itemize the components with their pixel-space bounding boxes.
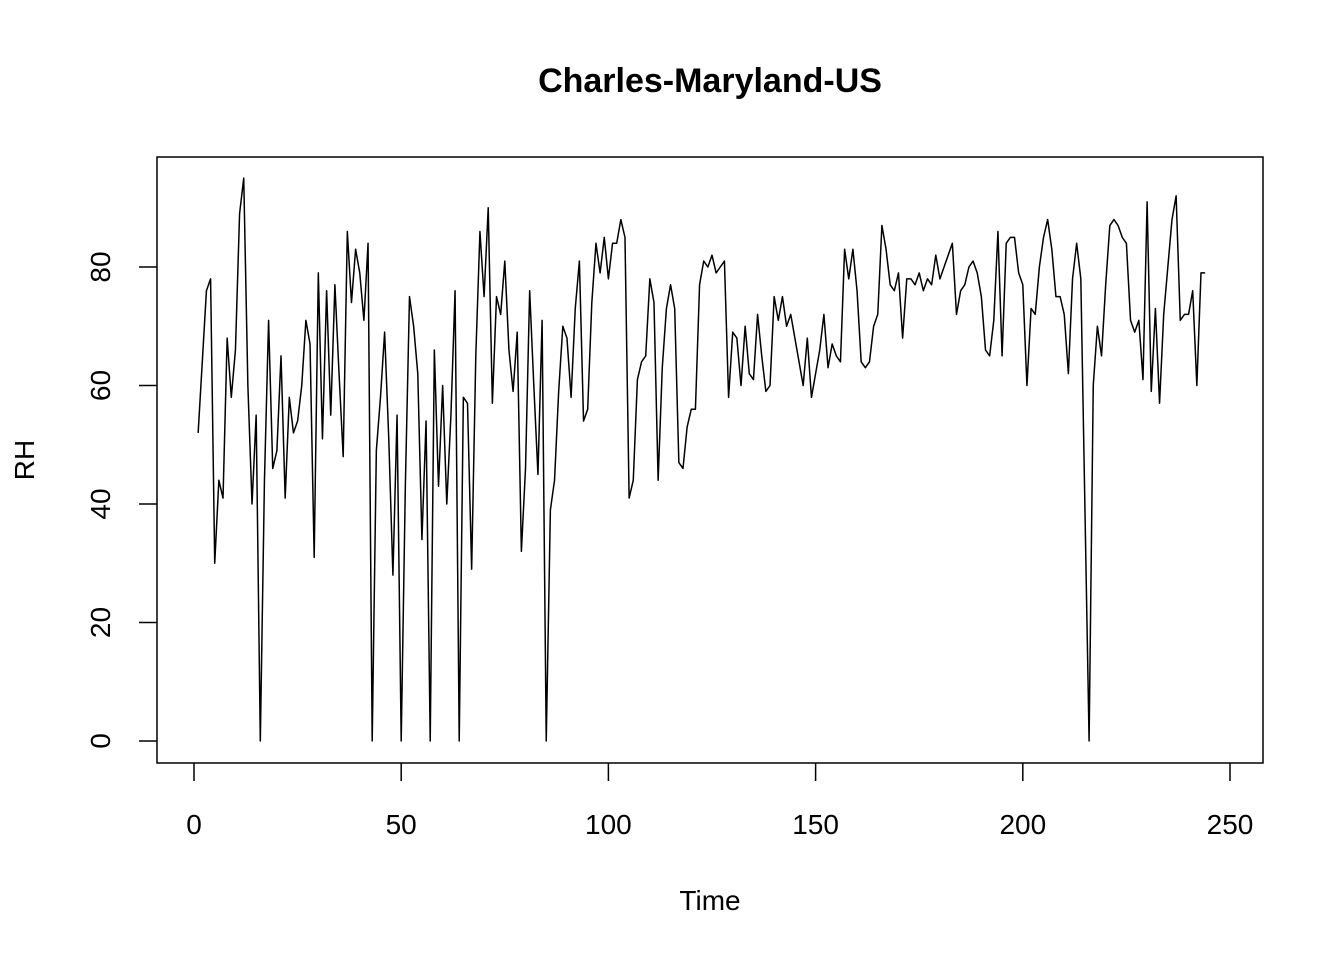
y-tick-label: 0 [85, 733, 116, 749]
chart-title: Charles-Maryland-US [538, 62, 882, 100]
y-tick-label: 20 [85, 607, 116, 638]
y-tick-label: 60 [85, 370, 116, 401]
x-tick-label: 250 [1207, 809, 1254, 840]
x-tick-label: 100 [585, 809, 632, 840]
y-tick-label: 40 [85, 488, 116, 519]
x-tick-label: 0 [186, 809, 202, 840]
x-tick-label: 150 [792, 809, 839, 840]
series-line [197, 177, 1206, 742]
y-tick-label: 80 [85, 251, 116, 282]
y-axis-label: RH [9, 440, 40, 480]
y-axis: 0 20 40 60 80 [85, 251, 157, 749]
x-tick-label: 200 [999, 809, 1046, 840]
x-axis: 0 50 100 150 200 250 [186, 763, 1253, 840]
plot-frame [156, 156, 1264, 764]
x-axis-label: Time [679, 885, 740, 916]
x-tick-label: 50 [386, 809, 417, 840]
